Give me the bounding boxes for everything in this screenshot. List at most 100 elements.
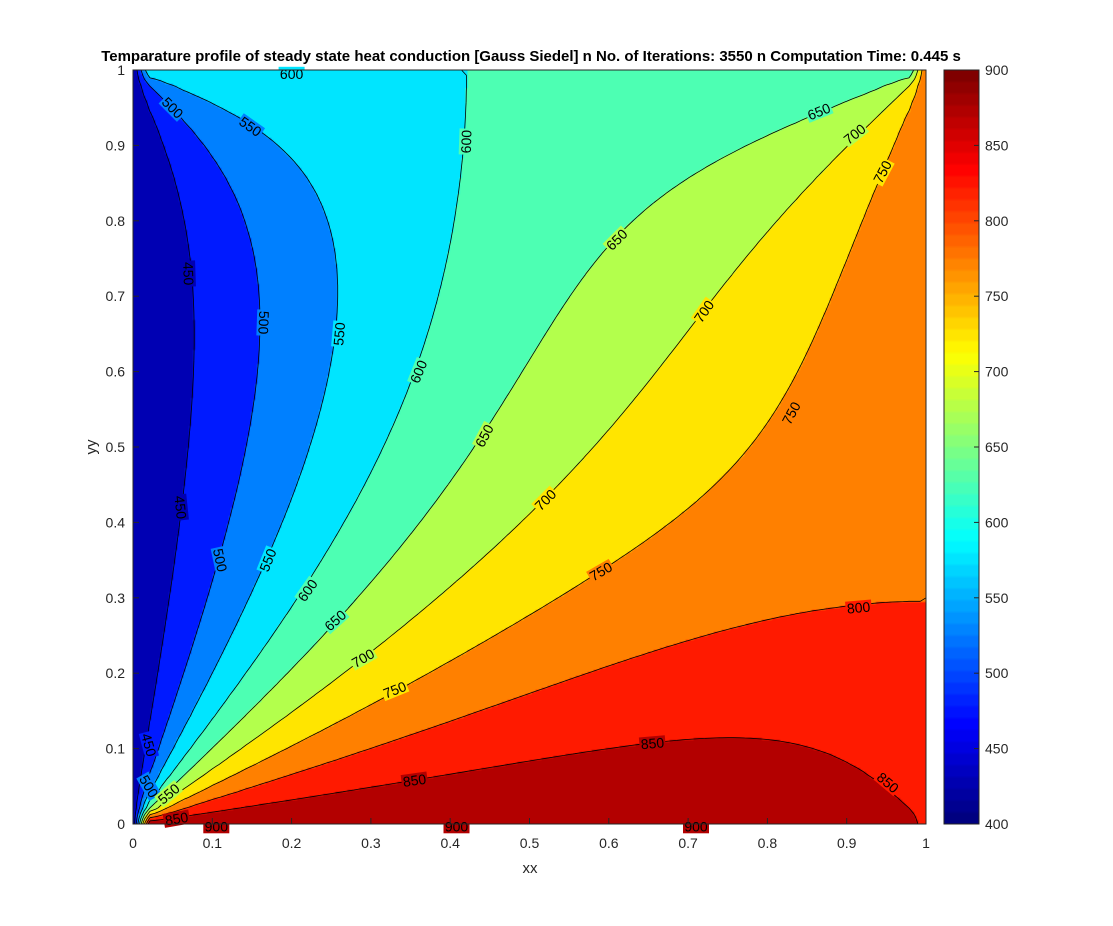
contour-label-background <box>331 320 348 348</box>
colorbar-ticks: 400 450 500 550 600 650 700 750 800 850 900 <box>974 62 1009 832</box>
x-tick-label: 0.6 <box>599 835 619 851</box>
colorbar-tick-label: 700 <box>985 364 1009 380</box>
y-tick-label: 0.3 <box>106 590 126 606</box>
contour-label-text: 850 <box>640 734 665 752</box>
contour-label-background <box>256 545 280 575</box>
colorbar-tick-label: 600 <box>985 514 1009 530</box>
x-axis-label: xx <box>523 860 539 877</box>
contour-label-background <box>235 113 266 140</box>
x-tick-label: 0.8 <box>758 835 778 851</box>
colorbar: 400 450 500 550 600 650 700 750 800 850 900 <box>943 62 1009 832</box>
colorbar-gradient <box>944 70 979 824</box>
y-tick-label: 0 <box>117 816 125 832</box>
contour-label-text: 800 <box>846 599 871 617</box>
colorbar-tick-label: 900 <box>985 62 1009 78</box>
y-tick-label: 0.5 <box>106 439 126 455</box>
contour-plot-area: 4504504505005005005005505505505506006006… <box>132 66 927 834</box>
x-tick-label: 0.3 <box>361 835 381 851</box>
contour-label-background <box>683 819 709 834</box>
contour-label-background <box>407 356 430 387</box>
y-tick-label: 0.4 <box>106 514 126 530</box>
contour-label-text: 450 <box>180 262 197 286</box>
contour-label-text: 500 <box>210 547 231 573</box>
contour-label: 900 <box>683 818 709 834</box>
contour-label-background <box>690 296 718 326</box>
colorbar-tick-label: 850 <box>985 137 1009 153</box>
y-axis-label: yy <box>83 439 100 455</box>
contour-label: 500 <box>210 545 231 575</box>
contour-line-650 <box>140 69 915 825</box>
colorbar-tick-label: 750 <box>985 288 1009 304</box>
contour-label: 500 <box>255 309 272 336</box>
contour-label-text: 850 <box>402 771 428 790</box>
contour-label-background <box>181 260 196 287</box>
contour-label-text: 450 <box>171 495 189 520</box>
contour-label: 850 <box>638 734 666 752</box>
colorbar-tick-label: 500 <box>985 665 1009 681</box>
contour-label-background <box>172 493 189 521</box>
x-tick-label: 0 <box>129 835 137 851</box>
y-axis: 0 0.1 0.2 0.3 0.4 0.5 0.6 0.7 0.8 0.9 1 <box>106 62 139 832</box>
contour-label-background <box>778 398 804 428</box>
contour-label-background <box>531 485 560 514</box>
x-tick-label: 0.4 <box>440 835 460 851</box>
x-tick-label: 0.5 <box>520 835 540 851</box>
x-axis: 0 0.1 0.2 0.3 0.4 0.5 0.6 0.7 0.8 0.9 1 <box>129 818 930 851</box>
contour-label-background <box>840 120 870 148</box>
contour-label-background <box>136 771 162 802</box>
contour-label: 850 <box>400 771 429 790</box>
contour-label: 900 <box>203 818 230 834</box>
contour-label: 450 <box>138 730 160 760</box>
contour-label-text: 900 <box>205 818 229 834</box>
x-tick-label: 1 <box>922 835 930 851</box>
colorbar-tick-label: 400 <box>985 816 1009 832</box>
contour-label-background <box>873 768 903 797</box>
contour-label-text: 550 <box>330 321 348 346</box>
y-tick-label: 0.7 <box>106 288 126 304</box>
contour-label-background <box>870 157 895 187</box>
contour-label-background <box>586 558 616 584</box>
y-tick-label: 0.8 <box>106 213 126 229</box>
contour-label: 600 <box>278 66 305 82</box>
contour-label-background <box>320 606 350 635</box>
contour-label-background <box>472 420 497 451</box>
contour-label-background <box>845 599 873 616</box>
x-tick-label: 0.7 <box>678 835 698 851</box>
y-tick-label: 0.1 <box>106 741 126 757</box>
contour-label-text: 900 <box>445 818 469 834</box>
y-tick-label: 0.9 <box>106 137 126 153</box>
contour-label-text: 450 <box>138 731 160 758</box>
contour-label: 450 <box>180 260 197 287</box>
contour-label-background <box>638 735 666 752</box>
contour-label: 600 <box>458 128 475 155</box>
contour-line-700 <box>142 69 919 825</box>
contour-label-background <box>294 575 321 605</box>
x-tick-label: 0.2 <box>282 835 302 851</box>
contour-label: 800 <box>845 599 873 617</box>
contour-label: 750 <box>778 398 804 428</box>
contour-label-background <box>210 545 230 575</box>
contour-label-text: 500 <box>255 311 272 335</box>
contour-label-background <box>154 780 184 808</box>
contour-label-background <box>256 309 272 336</box>
x-tick-label: 0.9 <box>837 835 857 851</box>
chart-title: Temparature profile of steady state heat… <box>101 48 961 65</box>
colorbar-tick-label: 450 <box>985 741 1009 757</box>
colorbar-tick-label: 550 <box>985 590 1009 606</box>
y-tick-label: 1 <box>117 62 125 78</box>
contour-label-background <box>158 93 187 122</box>
y-tick-label: 0.2 <box>106 665 126 681</box>
contour-label-background <box>203 819 230 834</box>
contour-label-background <box>602 225 631 254</box>
y-tick-label: 0.6 <box>106 364 126 380</box>
contour-label-background <box>380 678 410 702</box>
contour-label-background <box>400 771 429 790</box>
contour-label-text: 900 <box>684 818 708 834</box>
contour-label-background <box>348 645 378 671</box>
contour-label: 750 <box>586 558 616 584</box>
contour-label: 550 <box>330 320 348 348</box>
contour-lines <box>134 69 927 825</box>
contour-label-background <box>138 730 160 760</box>
colorbar-tick-label: 800 <box>985 213 1009 229</box>
